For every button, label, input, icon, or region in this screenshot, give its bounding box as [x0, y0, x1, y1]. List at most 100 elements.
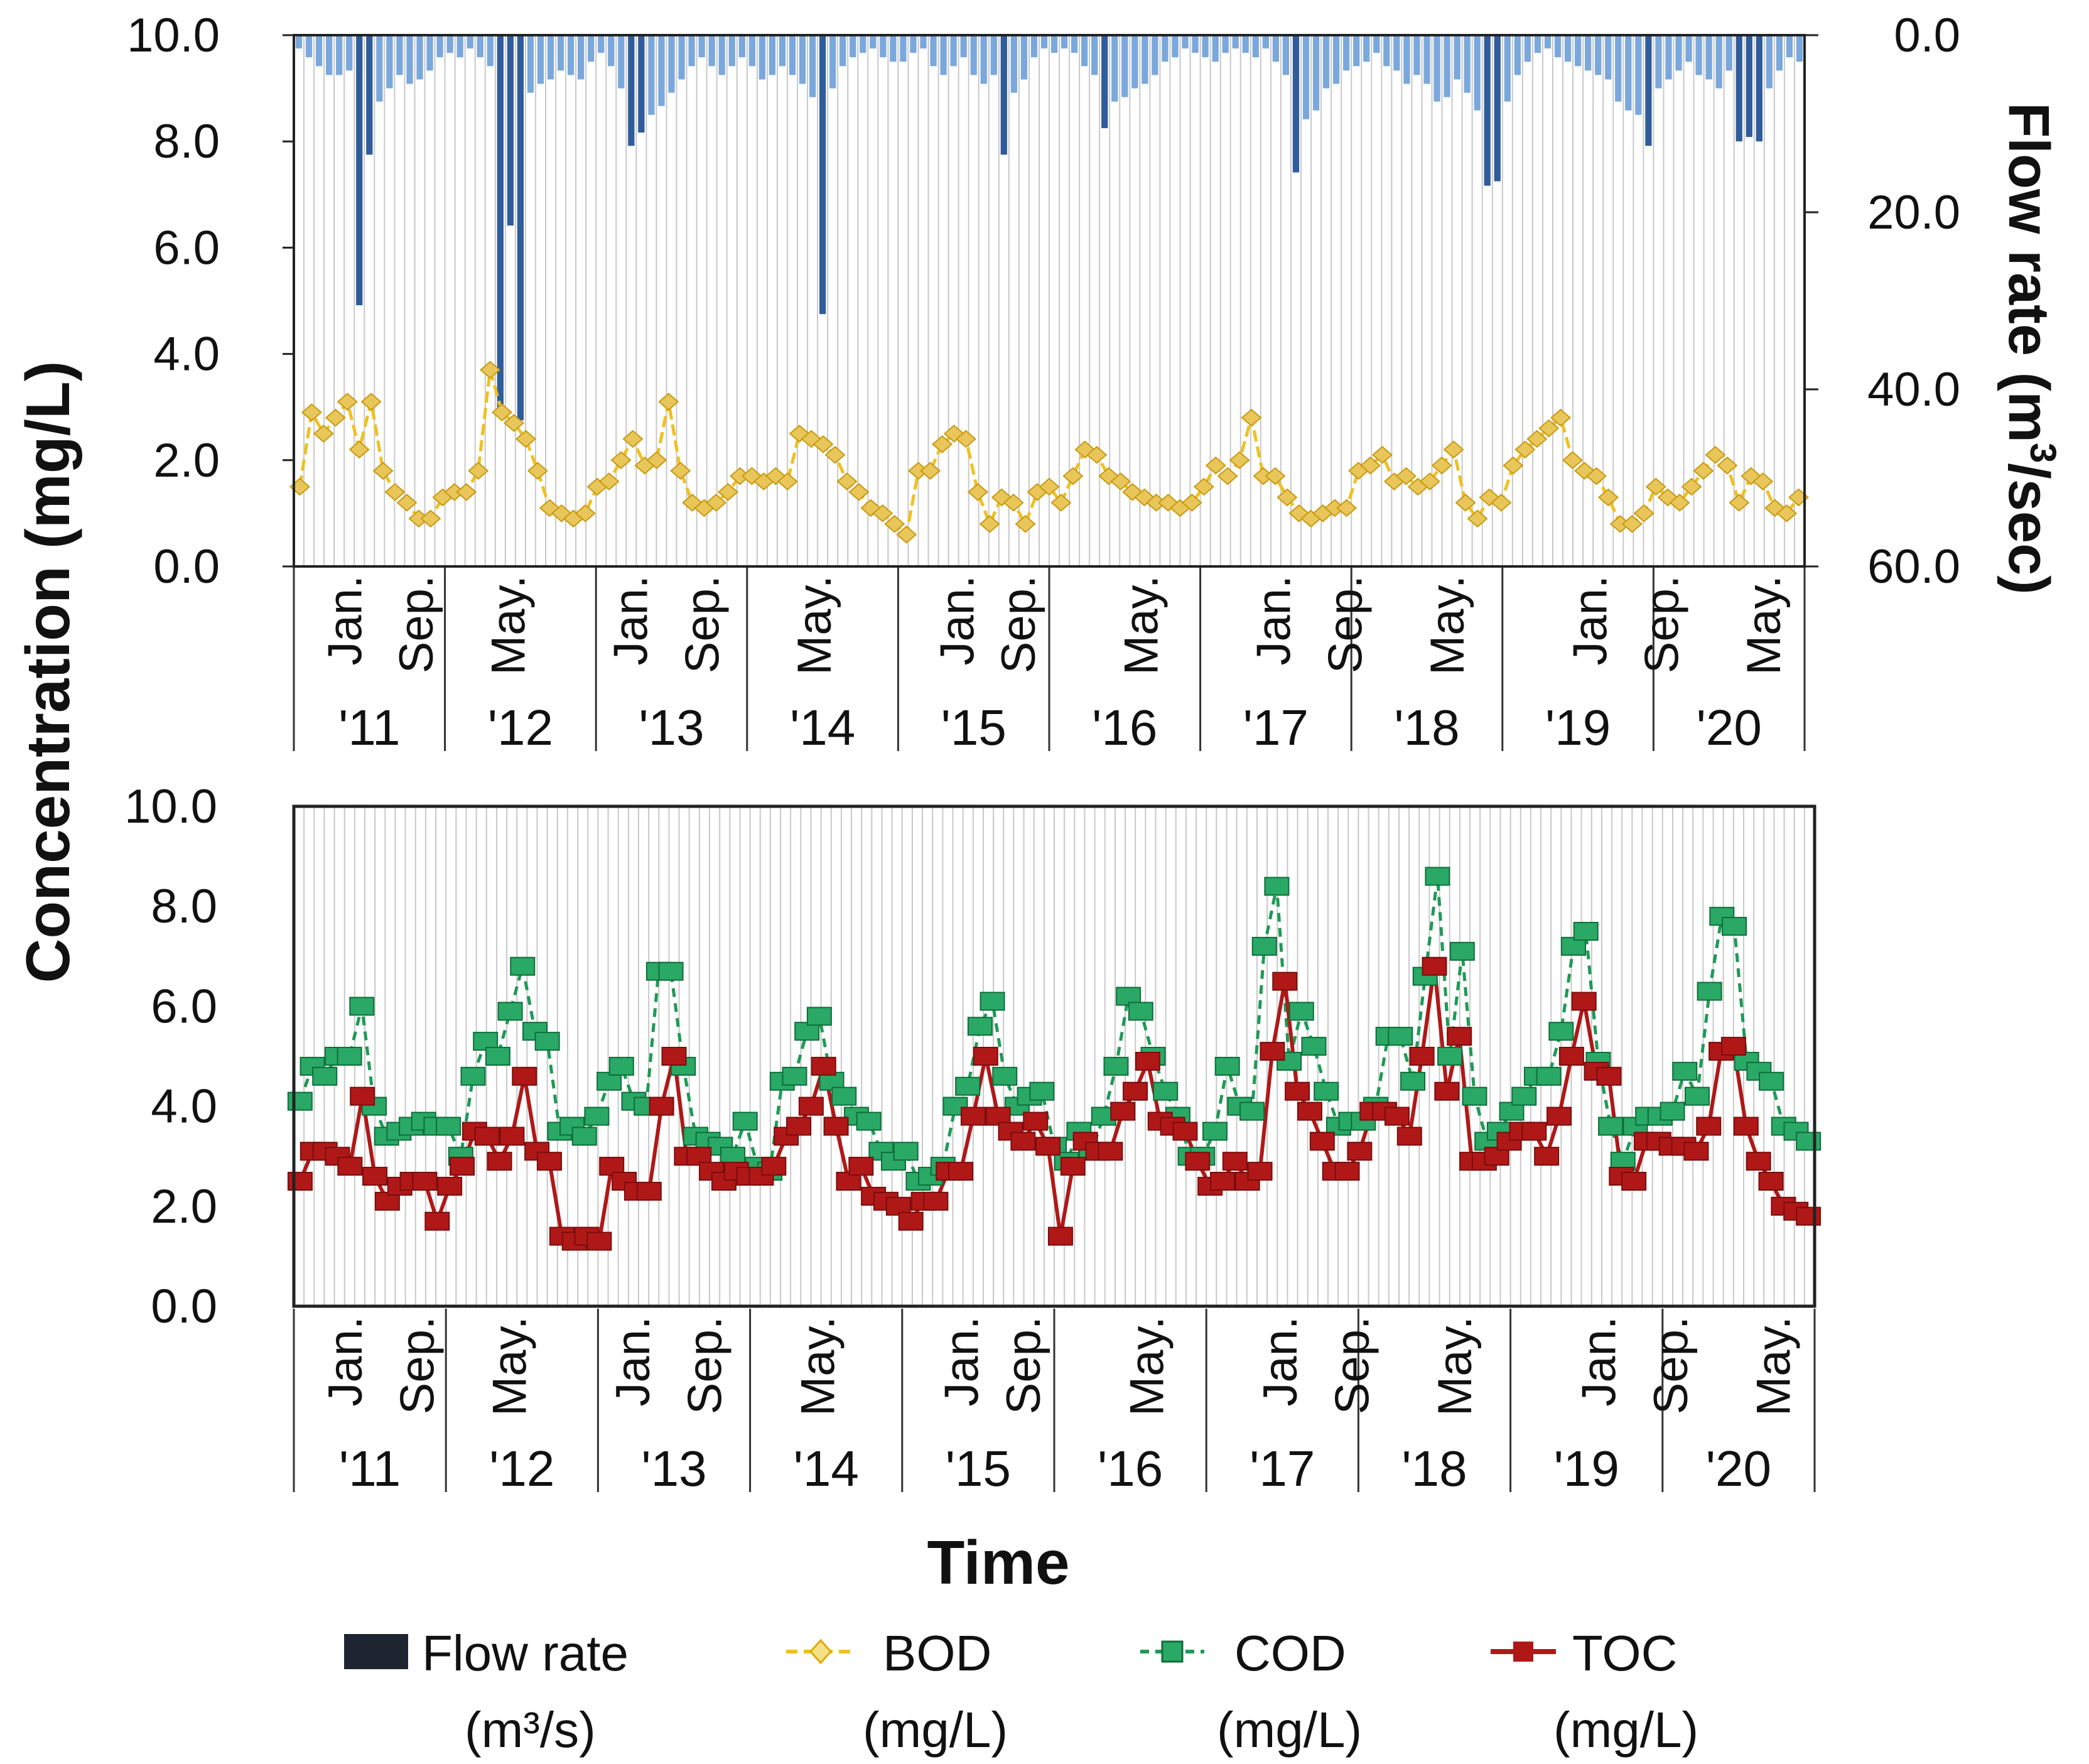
flow-rate-bar [980, 35, 987, 84]
bod-marker [492, 403, 513, 421]
flow-rate-bar [829, 35, 836, 89]
legend-cod-label: COD [1234, 1625, 1346, 1681]
flow-rate-bar [850, 35, 856, 58]
flow-rate-bar [426, 35, 433, 71]
bod-marker [658, 392, 679, 411]
legend-item-toc: TOC (mg/L) [1491, 1625, 1698, 1758]
flow-rate-bar [326, 35, 333, 75]
top-year-label: '16 [1092, 700, 1157, 755]
flow-rate-bar [1766, 35, 1773, 89]
top-y2-ticks: 0.0 20.0 40.0 60.0 [1805, 9, 1960, 593]
flow-rate-bar [950, 35, 957, 67]
cod-marker [732, 1112, 758, 1131]
y2-axis-title-main: Flow rate (m [1997, 102, 2061, 443]
flow-rate-bar [1000, 35, 1007, 155]
bod-marker [1764, 499, 1786, 517]
flow-rate-bar [738, 35, 745, 58]
bod-marker [1157, 494, 1179, 512]
flow-rate-bar [708, 35, 715, 67]
bod-marker [1395, 467, 1417, 485]
bod-marker [967, 483, 988, 501]
flow-rate-bar [1705, 35, 1712, 80]
flow-rate-bar [1564, 35, 1572, 62]
bod-marker [503, 414, 525, 432]
flow-rate-bar [578, 35, 585, 80]
toc-marker [923, 1191, 949, 1211]
bod-marker [1062, 467, 1084, 485]
toc-marker [1796, 1206, 1822, 1226]
flow-rate-bar [638, 35, 645, 133]
flow-rate-bar [1635, 35, 1642, 115]
cod-marker [497, 1002, 523, 1021]
flow-rate-bar [1212, 35, 1219, 62]
flow-rate-bar [1302, 35, 1310, 119]
toc-marker [823, 1117, 849, 1136]
bod-marker [1621, 514, 1643, 533]
flow-rate-bar [1111, 35, 1118, 102]
top-y-tick-label: 8.0 [153, 115, 220, 168]
toc-marker [1135, 1051, 1160, 1071]
cod-marker [1722, 917, 1747, 936]
flow-rate-bar [1433, 35, 1440, 102]
bod-marker [1241, 408, 1262, 427]
bottom-year-label: '19 [1554, 1441, 1619, 1496]
bod-marker [1741, 467, 1762, 485]
flow-rate-bar [1585, 35, 1592, 71]
bod-marker [598, 472, 620, 490]
bod-marker [1573, 462, 1595, 480]
cod-marker [1202, 1122, 1228, 1141]
flow-rate-bar [467, 35, 473, 49]
top-month-label: May. [788, 575, 841, 675]
bod-marker [1336, 499, 1358, 517]
bottom-month-label: Sep. [679, 1316, 732, 1414]
bottom-month-label: May. [1120, 1316, 1174, 1416]
toc-marker [1210, 1172, 1236, 1191]
flow-rate-bar [1675, 35, 1682, 71]
flow-rate-bar [860, 35, 866, 53]
toc-marker [898, 1211, 924, 1231]
flow-rate-bar [1524, 35, 1531, 62]
top-y2-tick-label: 40.0 [1867, 363, 1960, 416]
bod-marker [396, 494, 418, 512]
legend-bod-unit: (mg/L) [863, 1702, 1008, 1758]
bottom-year-label: '16 [1098, 1441, 1163, 1496]
flow-rate-bar [1464, 35, 1471, 93]
bod-marker [1538, 419, 1560, 438]
flow-rate-bar [1071, 35, 1078, 53]
legend-cod-unit: (mg/L) [1217, 1702, 1362, 1758]
top-month-label: Sep. [390, 575, 443, 673]
toc-marker [437, 1176, 463, 1196]
flow-rate-bar [346, 35, 353, 71]
toc-marker [1222, 1152, 1248, 1171]
top-y-tick-label: 2.0 [153, 434, 220, 487]
legend-toc-unit: (mg/L) [1553, 1702, 1698, 1758]
flow-rate-bar [1393, 35, 1400, 71]
toc-marker [848, 1157, 874, 1176]
top-year-label: '20 [1697, 700, 1762, 755]
flow-rate-bar [668, 35, 675, 93]
bottom-month-label: May. [792, 1316, 845, 1416]
cod-marker [806, 1007, 832, 1026]
toc-marker [1422, 956, 1447, 976]
top-y-tick-label: 6.0 [153, 221, 220, 274]
bottom-year-label: '17 [1250, 1441, 1315, 1496]
cod-marker [955, 1076, 981, 1096]
bod-marker [1419, 472, 1440, 490]
flow-rate-bar [1131, 35, 1138, 89]
legend-flow-rate-unit: (m³/s) [465, 1702, 596, 1758]
bod-marker [1039, 477, 1060, 496]
bottom-month-label: Jan. [1572, 1316, 1626, 1407]
flow-rate-bar [870, 35, 877, 49]
toc-marker [474, 1127, 500, 1146]
flow-rate-bar [1786, 35, 1793, 58]
top-month-label: Jan. [931, 575, 985, 666]
flow-rate-bar [517, 35, 524, 421]
top-month-label: May. [482, 575, 535, 675]
cod-marker [510, 956, 536, 976]
bod-marker [1585, 467, 1607, 485]
toc-marker [1621, 1172, 1647, 1191]
flow-rate-bar [1373, 35, 1380, 53]
cod-marker [337, 1047, 362, 1066]
flow-rate-bar [880, 35, 887, 58]
